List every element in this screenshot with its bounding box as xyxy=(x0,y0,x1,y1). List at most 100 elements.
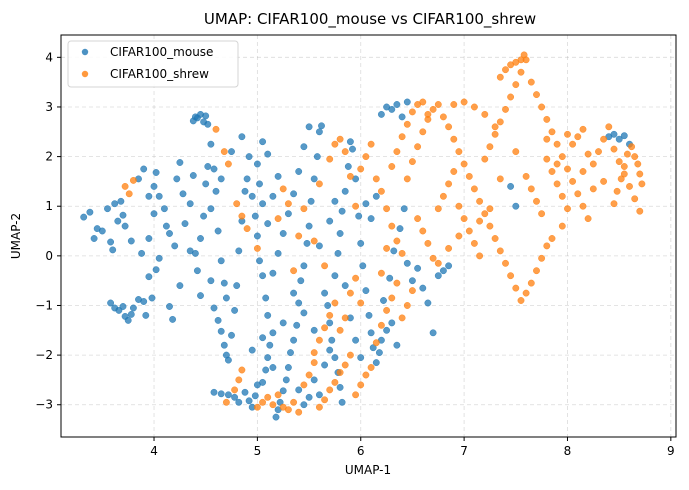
data-point xyxy=(217,327,225,335)
data-point xyxy=(605,123,613,131)
data-point xyxy=(367,140,375,148)
data-point xyxy=(200,212,208,220)
data-point xyxy=(496,73,504,81)
data-point xyxy=(610,130,618,138)
x-tick-label: 6 xyxy=(357,444,365,458)
data-point xyxy=(507,272,514,280)
data-point xyxy=(331,378,339,386)
data-point xyxy=(207,277,215,285)
data-point xyxy=(636,170,644,178)
data-point xyxy=(166,230,173,237)
data-point xyxy=(450,168,458,175)
data-point xyxy=(439,113,447,121)
data-point xyxy=(357,165,365,173)
data-point xyxy=(414,215,421,223)
data-point xyxy=(398,113,406,121)
data-point xyxy=(357,239,365,247)
data-point xyxy=(584,150,592,158)
data-point xyxy=(548,168,556,175)
data-point xyxy=(445,244,452,252)
data-point xyxy=(362,153,370,161)
data-point xyxy=(300,262,308,270)
data-point xyxy=(380,297,387,304)
data-point xyxy=(248,346,256,354)
data-point xyxy=(238,133,246,141)
data-point xyxy=(470,103,478,111)
data-point xyxy=(400,205,408,213)
data-point xyxy=(455,148,463,156)
data-point xyxy=(274,172,282,180)
y-tick-label: 2 xyxy=(45,150,53,164)
data-point xyxy=(315,391,323,399)
data-point xyxy=(470,185,478,193)
data-point xyxy=(307,197,315,205)
data-point xyxy=(295,299,303,307)
data-point xyxy=(377,269,385,277)
data-point xyxy=(256,180,263,188)
data-point xyxy=(377,321,385,329)
data-point xyxy=(419,227,427,235)
data-point xyxy=(372,192,380,200)
data-point xyxy=(634,160,642,168)
data-point xyxy=(125,190,133,198)
axis-ticks: 4 5 6 7 8 9 −3 −2 −1 0 1 2 3 4 xyxy=(35,50,674,458)
x-tick-label: 7 xyxy=(460,444,468,458)
data-point xyxy=(326,319,334,327)
data-point xyxy=(202,112,210,120)
data-point xyxy=(349,145,356,153)
data-point xyxy=(210,165,218,173)
data-point xyxy=(290,398,297,406)
data-point xyxy=(256,257,263,265)
data-point xyxy=(243,225,251,233)
data-point xyxy=(321,289,328,297)
data-point xyxy=(357,381,365,389)
data-point xyxy=(455,202,463,210)
data-point xyxy=(259,398,266,406)
data-point xyxy=(212,125,220,133)
data-point xyxy=(393,279,401,287)
data-point xyxy=(224,356,232,364)
data-point xyxy=(305,222,313,230)
y-tick-label: 1 xyxy=(45,199,53,213)
data-point xyxy=(279,319,287,327)
data-point xyxy=(107,299,115,307)
data-point xyxy=(408,277,416,285)
data-point xyxy=(419,98,427,106)
data-point xyxy=(352,391,359,399)
data-point xyxy=(222,294,230,302)
data-point xyxy=(259,272,266,280)
data-point xyxy=(326,311,334,319)
data-point xyxy=(390,247,398,255)
data-point xyxy=(220,279,228,287)
data-point xyxy=(398,314,406,322)
data-point xyxy=(346,289,354,297)
data-point xyxy=(569,140,576,148)
data-point xyxy=(124,316,132,324)
data-point xyxy=(121,222,129,230)
data-point xyxy=(300,401,308,409)
data-point xyxy=(491,235,499,242)
data-point xyxy=(300,205,308,213)
data-point xyxy=(359,262,367,270)
data-point xyxy=(121,182,129,190)
data-point xyxy=(476,217,483,225)
data-point xyxy=(142,311,150,319)
data-point xyxy=(372,175,380,183)
data-point xyxy=(331,140,339,148)
data-point xyxy=(145,273,153,281)
data-point xyxy=(210,388,218,396)
data-point xyxy=(204,120,212,128)
data-point xyxy=(326,386,334,394)
data-point xyxy=(186,200,194,208)
data-point xyxy=(553,160,561,168)
data-point xyxy=(517,297,525,304)
data-point xyxy=(558,222,566,230)
data-point xyxy=(569,177,576,185)
data-point xyxy=(367,364,375,371)
data-point xyxy=(362,371,370,379)
data-point xyxy=(310,237,318,245)
data-point xyxy=(109,246,117,254)
data-point xyxy=(152,266,160,274)
data-point xyxy=(224,160,232,168)
data-point xyxy=(434,272,442,280)
